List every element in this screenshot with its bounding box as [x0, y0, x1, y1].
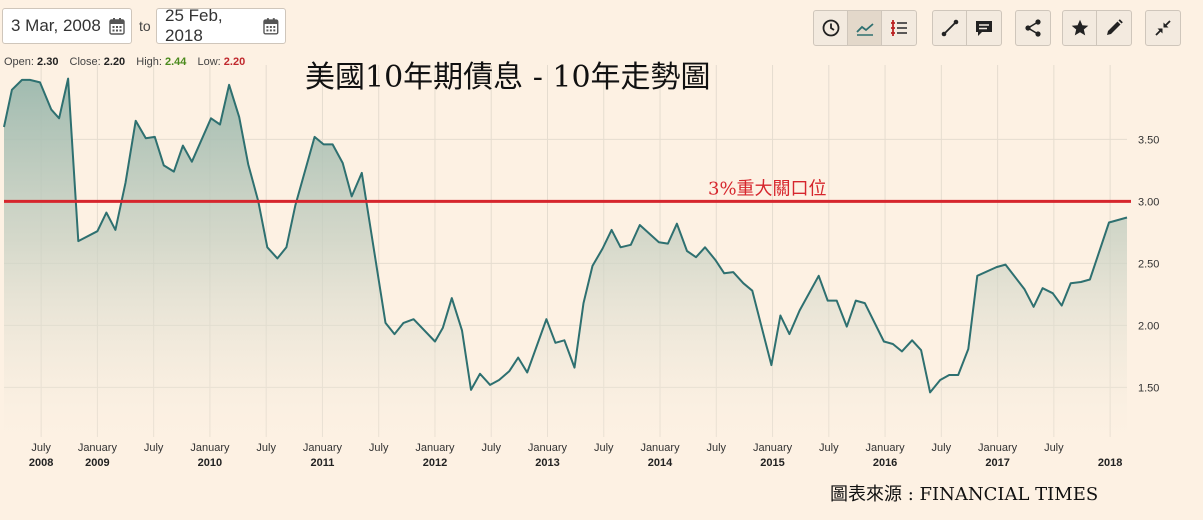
x-tick-year: 2018 [1098, 457, 1122, 469]
x-tick-label: July [31, 442, 51, 454]
x-tick-label: July [594, 442, 614, 454]
line-chart-icon [855, 23, 874, 36]
x-tick-year: 2017 [985, 457, 1009, 469]
edit-button[interactable] [1097, 11, 1131, 45]
threshold-label: 3%重大關口位 [708, 178, 827, 199]
y-tick-label: 2.50 [1138, 258, 1159, 270]
x-tick-year: 2014 [648, 457, 673, 469]
series-area [4, 78, 1127, 437]
open-label: Open: [4, 56, 34, 68]
x-tick-label: January [528, 442, 568, 454]
x-tick-year: 2013 [535, 457, 559, 469]
share-button[interactable] [1016, 11, 1050, 45]
y-tick-label: 3.00 [1138, 196, 1159, 208]
calendar-icon[interactable] [109, 17, 125, 35]
low-label: Low: [197, 56, 221, 68]
toolbar-view-group [813, 10, 917, 46]
series-line[interactable] [3, 77, 1128, 394]
high-value: 2.44 [165, 56, 187, 68]
comment-icon [976, 21, 992, 36]
chart-title: 美國10年期債息 - 10年走勢圖 [305, 60, 711, 95]
y-tick-label: 2.00 [1138, 320, 1159, 332]
x-tick-label: January [866, 442, 906, 454]
date-range-separator: to [139, 18, 151, 34]
x-tick-label: January [303, 442, 343, 454]
ohlc-readout: Open: 2.30 Close: 2.20 High: 2.44 Low: 2… [4, 56, 253, 68]
date-to-value: 25 Feb, 2018 [165, 6, 223, 45]
open-value: 2.30 [37, 56, 59, 68]
x-tick-year: 2008 [29, 457, 53, 469]
close-label: Close: [69, 56, 101, 68]
draw-line-icon [941, 19, 958, 37]
comment-button[interactable] [967, 11, 1001, 45]
x-tick-year: 2011 [311, 457, 335, 469]
date-from-input[interactable]: 3 Mar, 2008 [2, 8, 132, 44]
low-value: 2.20 [223, 56, 246, 68]
x-tick-label: July [481, 442, 501, 454]
time-range-button[interactable] [814, 11, 848, 45]
favorite-button[interactable] [1063, 11, 1097, 45]
x-tick-label: July [369, 442, 389, 454]
star-icon [1071, 19, 1088, 36]
x-tick-label: January [978, 442, 1018, 454]
collapse-icon [1155, 20, 1171, 36]
x-tick-label: July [819, 442, 839, 454]
calendar-icon[interactable] [263, 17, 279, 35]
toolbar-annotate-group [932, 10, 1002, 46]
date-from-value: 3 Mar, 2008 [11, 16, 101, 35]
pencil-icon [1107, 19, 1123, 35]
x-tick-year: 2016 [873, 457, 897, 469]
high-label: High: [136, 56, 162, 68]
close-value: 2.20 [103, 56, 126, 68]
indicators-button[interactable] [882, 11, 916, 45]
date-to-input[interactable]: 25 Feb, 2018 [156, 6, 286, 45]
toolbar-save-group [1062, 10, 1132, 46]
draw-line-button[interactable] [933, 11, 967, 45]
x-tick-year: 2009 [85, 457, 109, 469]
x-tick-year: 2015 [760, 457, 784, 469]
y-tick-label: 3.50 [1138, 134, 1159, 146]
x-tick-label: July [256, 442, 276, 454]
x-tick-label: July [1044, 442, 1064, 454]
x-tick-label: January [78, 442, 118, 454]
y-tick-label: 1.50 [1138, 382, 1159, 394]
x-tick-year: 2012 [423, 457, 447, 469]
x-tick-label: July [144, 442, 164, 454]
x-tick-label: January [190, 442, 230, 454]
share-icon [1025, 19, 1041, 37]
chart-source: 圖表來源 : FINANCIAL TIMES [830, 484, 1099, 505]
x-tick-label: July [707, 442, 727, 454]
collapse-button[interactable] [1146, 11, 1180, 45]
toolbar-share-group [1015, 10, 1051, 46]
toolbar-fullscreen-group [1145, 10, 1181, 46]
clock-icon [822, 19, 839, 37]
x-tick-label: January [640, 442, 680, 454]
list-settings-icon [891, 20, 907, 36]
x-tick-label: July [932, 442, 952, 454]
x-tick-label: January [753, 442, 793, 454]
x-tick-year: 2010 [198, 457, 222, 469]
chart-type-button[interactable] [848, 11, 882, 45]
x-tick-label: January [415, 442, 455, 454]
